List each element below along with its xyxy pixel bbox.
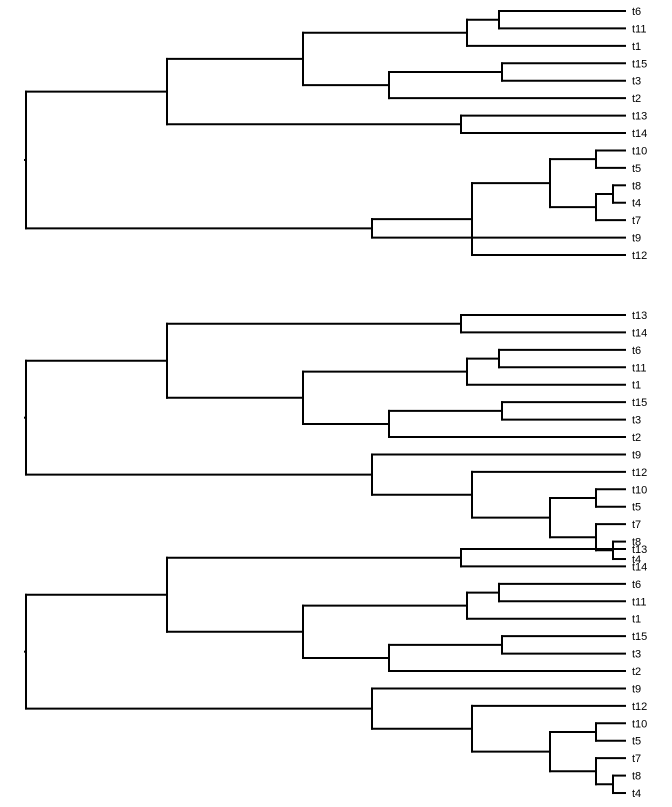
tip-label-t3: t3: [632, 76, 641, 88]
tip-label-t2: t2: [632, 93, 641, 105]
tip-label-t15: t15: [632, 397, 647, 409]
tree-3: t13 t14 t6 t11 t1 t15 t3 t2 t9 t12 t10 t5 t7 t8 t4: [24, 544, 647, 800]
tip-label-t12: t12: [632, 467, 647, 479]
tip-label-t6: t6: [632, 579, 641, 591]
tip-label-t10: t10: [632, 718, 647, 730]
tip-label-t7: t7: [632, 215, 641, 227]
tip-label-t3: t3: [632, 415, 641, 427]
tip-label-t1: t1: [632, 380, 641, 392]
tip-label-t15: t15: [632, 58, 647, 70]
tip-label-t10: t10: [632, 145, 647, 157]
tip-label-t6: t6: [632, 6, 641, 18]
tip-label-t4: t4: [632, 788, 641, 800]
tip-label-t9: t9: [632, 449, 641, 461]
tip-label-t3: t3: [632, 649, 641, 661]
tip-label-t7: t7: [632, 753, 641, 765]
tip-label-t5: t5: [632, 163, 641, 175]
tip-label-t13: t13: [632, 111, 647, 123]
tip-label-t11: t11: [632, 23, 646, 35]
tip-label-t15: t15: [632, 631, 647, 643]
tip-label-t5: t5: [632, 502, 641, 514]
tip-label-t9: t9: [632, 683, 641, 695]
tip-label-t7: t7: [632, 519, 641, 531]
tip-label-t13: t13: [632, 310, 647, 322]
tip-label-t14: t14: [632, 128, 647, 140]
tip-label-t14: t14: [632, 327, 647, 339]
tip-label-t4: t4: [632, 198, 641, 210]
tip-label-t12: t12: [632, 701, 647, 713]
tip-label-t9: t9: [632, 233, 641, 245]
tip-label-t2: t2: [632, 432, 641, 444]
tree-2: t13 t14 t6 t11 t1 t15 t3 t2 t9 t12 t10 t5 t7 t8 t4: [24, 310, 647, 566]
tip-label-t10: t10: [632, 484, 647, 496]
tip-label-t11: t11: [632, 596, 646, 608]
tip-label-t4: t4: [632, 554, 641, 566]
tip-label-t8: t8: [632, 537, 641, 549]
tip-label-t1: t1: [632, 41, 641, 53]
tip-label-t11: t11: [632, 362, 646, 374]
tree-1: t6 t11 t1 t15 t3 t2 t13 t14 t10 t5 t8 t4 t7 t9 t12: [24, 6, 647, 262]
tip-label-t8: t8: [632, 771, 641, 783]
tip-label-t5: t5: [632, 736, 641, 748]
tip-label-t12: t12: [632, 250, 647, 262]
tip-label-t8: t8: [632, 180, 641, 192]
tip-label-t13: t13: [632, 544, 647, 556]
tip-label-t2: t2: [632, 666, 641, 678]
tip-label-t6: t6: [632, 345, 641, 357]
tip-label-t14: t14: [632, 561, 647, 573]
tip-label-t1: t1: [632, 614, 641, 626]
